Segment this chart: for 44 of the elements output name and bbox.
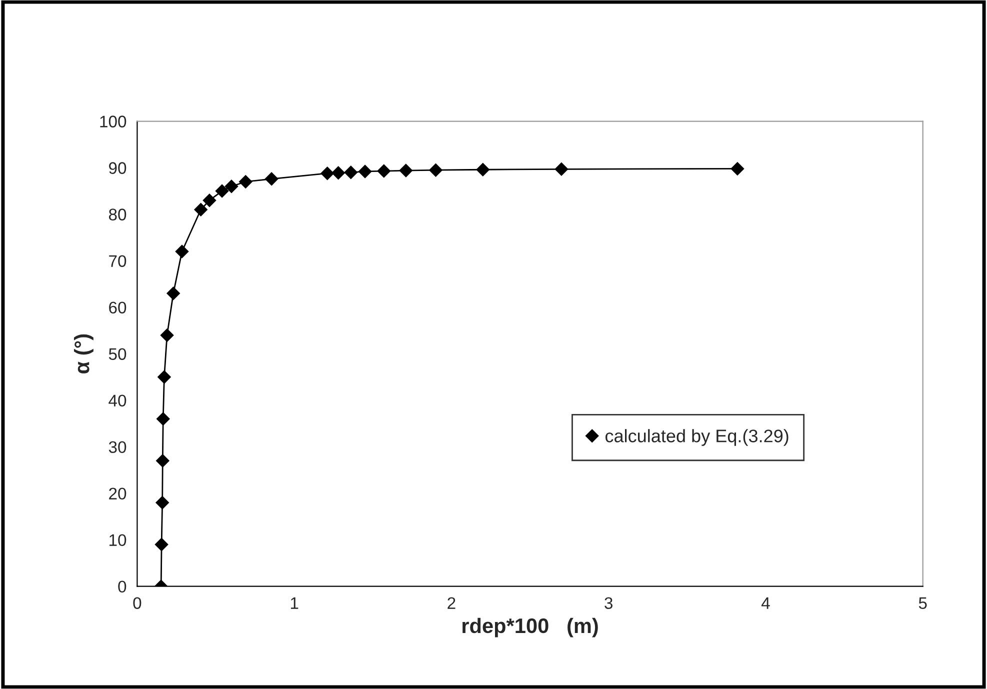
y-tick-label: 0	[118, 580, 126, 593]
point	[344, 166, 358, 180]
point	[399, 164, 412, 178]
point	[194, 203, 208, 216]
point	[730, 162, 744, 176]
point	[358, 164, 372, 178]
point	[202, 194, 216, 207]
point	[264, 172, 278, 186]
point	[215, 184, 229, 198]
y-tick-label: 90	[109, 162, 126, 174]
x-tick-label: 1	[290, 597, 298, 609]
x-axis-title: rdep*100 (m)	[462, 618, 598, 638]
x-tick-label: 3	[604, 597, 612, 609]
point	[156, 496, 169, 510]
point	[158, 370, 171, 384]
legend-label: calculated by Eq.(3.29)	[605, 429, 788, 446]
y-tick-label: 40	[108, 394, 126, 407]
x-tick-label: 2	[448, 597, 456, 609]
point	[154, 538, 168, 552]
point	[429, 164, 442, 177]
point	[554, 162, 568, 176]
point	[160, 328, 174, 342]
point	[332, 166, 345, 180]
y-tick-label: 100	[100, 116, 126, 128]
point	[156, 454, 170, 468]
point	[156, 412, 170, 426]
point	[320, 166, 334, 180]
y-tick-label: 70	[109, 255, 126, 267]
point	[166, 286, 180, 300]
x-tick-label: 0	[133, 597, 142, 609]
y-tick-label: 80	[108, 208, 126, 220]
point	[239, 175, 252, 188]
point	[377, 164, 390, 178]
y-axis-title: α (°)	[74, 334, 94, 374]
point	[175, 244, 189, 258]
y-tick-label: 50	[108, 348, 126, 360]
x-tick-label: 5	[918, 597, 927, 609]
y-tick-label: 60	[109, 302, 126, 314]
y-tick-label: 30	[108, 441, 126, 454]
point	[224, 180, 238, 193]
point	[476, 163, 490, 176]
y-tick-label: 20	[109, 488, 126, 500]
x-tick-label: 4	[761, 597, 770, 609]
y-tick-label: 10	[110, 534, 126, 546]
